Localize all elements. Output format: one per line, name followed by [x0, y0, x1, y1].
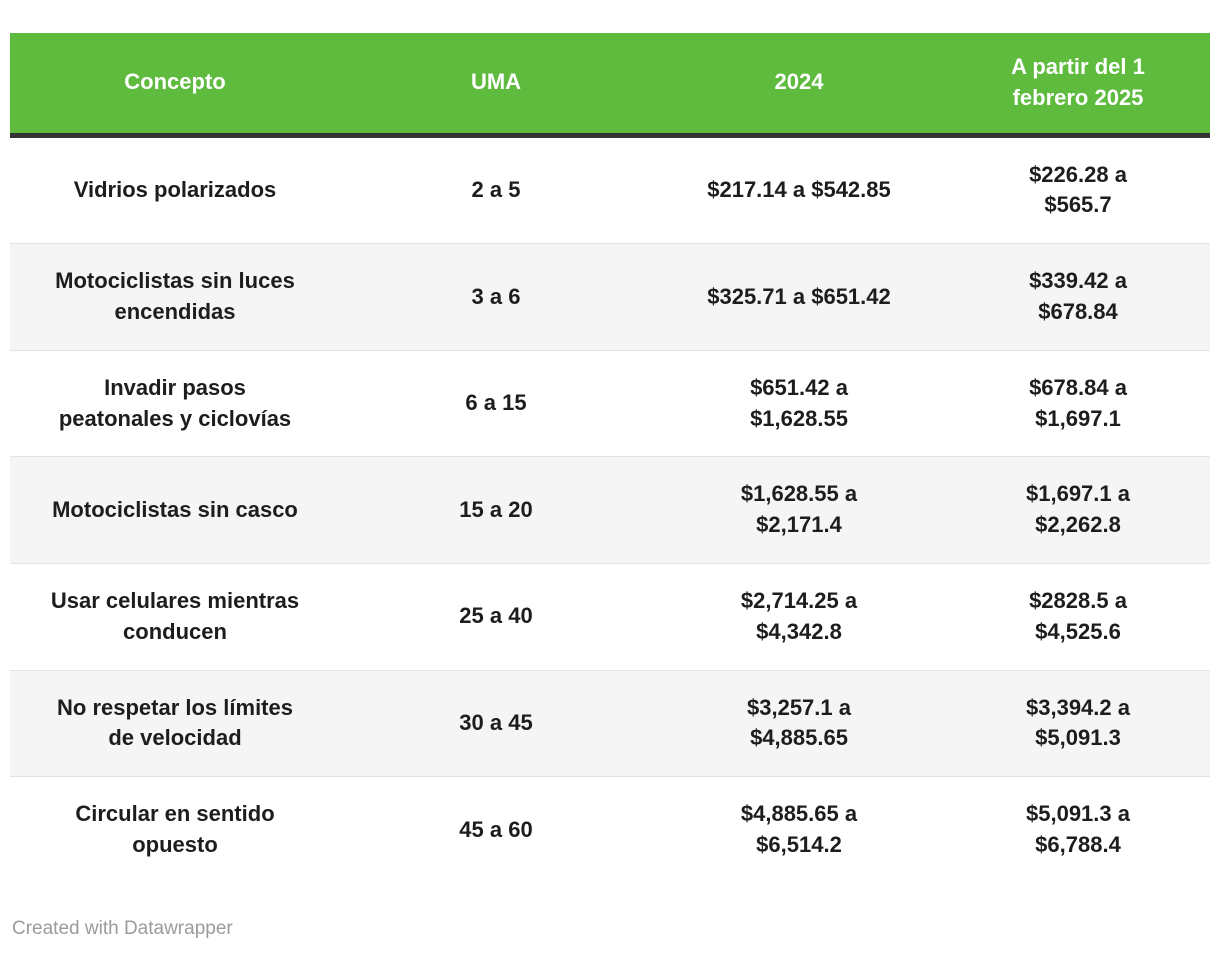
cell-concepto: Vidrios polarizados [10, 135, 340, 244]
header-row: Concepto UMA 2024 A partir del 1 febrero… [10, 33, 1210, 138]
cell-2024: $3,257.1 a $4,885.65 [652, 669, 946, 777]
cell-uma: 3 a 6 [340, 243, 652, 351]
cell-uma: 30 a 45 [340, 669, 652, 777]
table-row: Motociclistas sin luces encendidas 3 a 6… [10, 243, 1210, 351]
table-row: Circular en sentido opuesto 45 a 60 $4,8… [10, 776, 1210, 883]
column-header-concepto: Concepto [10, 33, 340, 138]
cell-uma: 15 a 20 [340, 456, 652, 564]
cell-2024: $217.14 a $542.85 [652, 135, 946, 244]
cell-2025: $3,394.2 a $5,091.3 [946, 669, 1210, 777]
cell-2025: $678.84 a $1,697.1 [946, 349, 1210, 457]
datawrapper-credit-link[interactable]: Created with Datawrapper [12, 918, 233, 939]
cell-2025: $5,091.3 a $6,788.4 [946, 776, 1210, 883]
cell-2024: $325.71 a $651.42 [652, 243, 946, 351]
cell-concepto: Circular en sentido opuesto [10, 776, 340, 883]
fines-table: Concepto UMA 2024 A partir del 1 febrero… [10, 33, 1210, 883]
table-row: Motociclistas sin casco 15 a 20 $1,628.5… [10, 456, 1210, 564]
cell-concepto: Usar celulares mientras conducen [10, 562, 340, 671]
cell-2024: $2,714.25 a $4,342.8 [652, 562, 946, 671]
table-row: Invadir pasos peatonales y ciclovías 6 a… [10, 349, 1210, 457]
fines-table-container: Concepto UMA 2024 A partir del 1 febrero… [10, 33, 1210, 883]
cell-uma: 2 a 5 [340, 135, 652, 244]
table-row: Usar celulares mientras conducen 25 a 40… [10, 562, 1210, 671]
cell-2024: $651.42 a $1,628.55 [652, 349, 946, 457]
cell-concepto: Motociclistas sin casco [10, 456, 340, 564]
table-header: Concepto UMA 2024 A partir del 1 febrero… [10, 33, 1210, 138]
column-header-2025: A partir del 1 febrero 2025 [946, 33, 1210, 138]
table-body: Vidrios polarizados 2 a 5 $217.14 a $542… [10, 135, 1210, 883]
cell-2025: $2828.5 a $4,525.6 [946, 562, 1210, 671]
cell-concepto: No respetar los límites de velocidad [10, 669, 340, 777]
cell-2025: $226.28 a $565.7 [946, 135, 1210, 244]
column-header-2024: 2024 [652, 33, 946, 138]
cell-uma: 25 a 40 [340, 562, 652, 671]
cell-2025: $1,697.1 a $2,262.8 [946, 456, 1210, 564]
cell-concepto: Motociclistas sin luces encendidas [10, 243, 340, 351]
cell-2024: $1,628.55 a $2,171.4 [652, 456, 946, 564]
column-header-uma: UMA [340, 33, 652, 138]
cell-uma: 6 a 15 [340, 349, 652, 457]
table-row: Vidrios polarizados 2 a 5 $217.14 a $542… [10, 135, 1210, 244]
cell-2025: $339.42 a $678.84 [946, 243, 1210, 351]
cell-2024: $4,885.65 a $6,514.2 [652, 776, 946, 883]
cell-concepto: Invadir pasos peatonales y ciclovías [10, 349, 340, 457]
cell-uma: 45 a 60 [340, 776, 652, 883]
table-row: No respetar los límites de velocidad 30 … [10, 669, 1210, 777]
